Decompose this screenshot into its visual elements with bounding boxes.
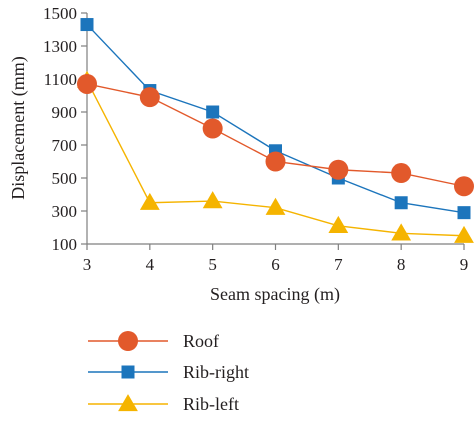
legend: Roof Rib-right Rib-left xyxy=(88,331,249,414)
data-point-roof xyxy=(77,73,97,94)
y-tick-label: 1100 xyxy=(44,70,77,89)
x-tick-label: 6 xyxy=(271,255,280,274)
legend-marker xyxy=(118,331,138,351)
series-line-rib-right xyxy=(86,24,465,214)
data-point-roof xyxy=(454,176,474,197)
data-point-rib-left xyxy=(391,223,412,241)
data-point-rib-left xyxy=(202,191,223,209)
data-point-rib-left xyxy=(265,197,286,215)
data-point-rib-left xyxy=(454,225,474,243)
series-layer xyxy=(77,18,474,243)
data-point-rib-right xyxy=(206,105,220,119)
data-point-rib-left xyxy=(328,215,349,234)
x-ticks: 3 4 5 6 7 8 9 xyxy=(83,244,469,274)
y-tick-label: 700 xyxy=(52,136,78,155)
data-point-roof xyxy=(139,87,160,108)
y-tick-label: 300 xyxy=(52,202,78,221)
legend-label: Roof xyxy=(183,331,219,351)
data-point-rib-right xyxy=(457,206,471,220)
data-point-roof xyxy=(202,118,223,139)
data-point-roof xyxy=(391,163,412,184)
y-tick-label: 100 xyxy=(52,235,78,254)
data-point-rib-right xyxy=(80,18,94,32)
y-tick-label: 900 xyxy=(52,103,78,122)
legend-marker xyxy=(121,365,135,379)
legend-label: Rib-left xyxy=(183,394,239,414)
data-point-rib-right xyxy=(394,196,408,210)
data-point-rib-left xyxy=(139,192,160,210)
data-point-roof xyxy=(328,159,349,180)
y-tick-label: 500 xyxy=(52,169,78,188)
legend-marker xyxy=(118,394,138,412)
y-axis-title: Displacement (mm) xyxy=(8,56,29,199)
x-tick-label: 5 xyxy=(208,255,217,274)
y-tick-label: 1300 xyxy=(43,37,77,56)
y-ticks: 100 300 500 700 900 1100 1300 1500 xyxy=(43,4,87,254)
x-tick-label: 8 xyxy=(397,255,406,274)
legend-label: Rib-right xyxy=(183,362,249,382)
x-tick-label: 7 xyxy=(334,255,343,274)
y-tick-label: 1500 xyxy=(43,4,77,23)
data-point-roof xyxy=(265,151,286,172)
x-axis-title: Seam spacing (m) xyxy=(210,284,340,305)
x-tick-label: 3 xyxy=(83,255,92,274)
x-tick-label: 9 xyxy=(460,255,469,274)
x-tick-label: 4 xyxy=(146,255,155,274)
